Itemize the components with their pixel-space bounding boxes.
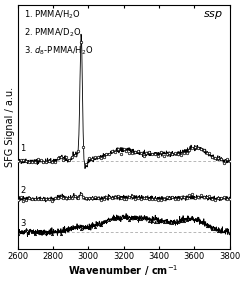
Y-axis label: SFG Signal / a.u.: SFG Signal / a.u. [5, 87, 15, 167]
Text: 1: 1 [20, 144, 25, 153]
Text: $\it{ssp}$: $\it{ssp}$ [203, 8, 223, 21]
Text: 2: 2 [20, 186, 25, 195]
Text: 3: 3 [20, 219, 26, 228]
Text: 1. PMMA/H$_2$O
2. PMMA/D$_2$O
3. $d_8$-PMMA/H$_2$O: 1. PMMA/H$_2$O 2. PMMA/D$_2$O 3. $d_8$-P… [24, 8, 93, 57]
X-axis label: Wavenumber / cm$^{-1}$: Wavenumber / cm$^{-1}$ [68, 263, 179, 278]
